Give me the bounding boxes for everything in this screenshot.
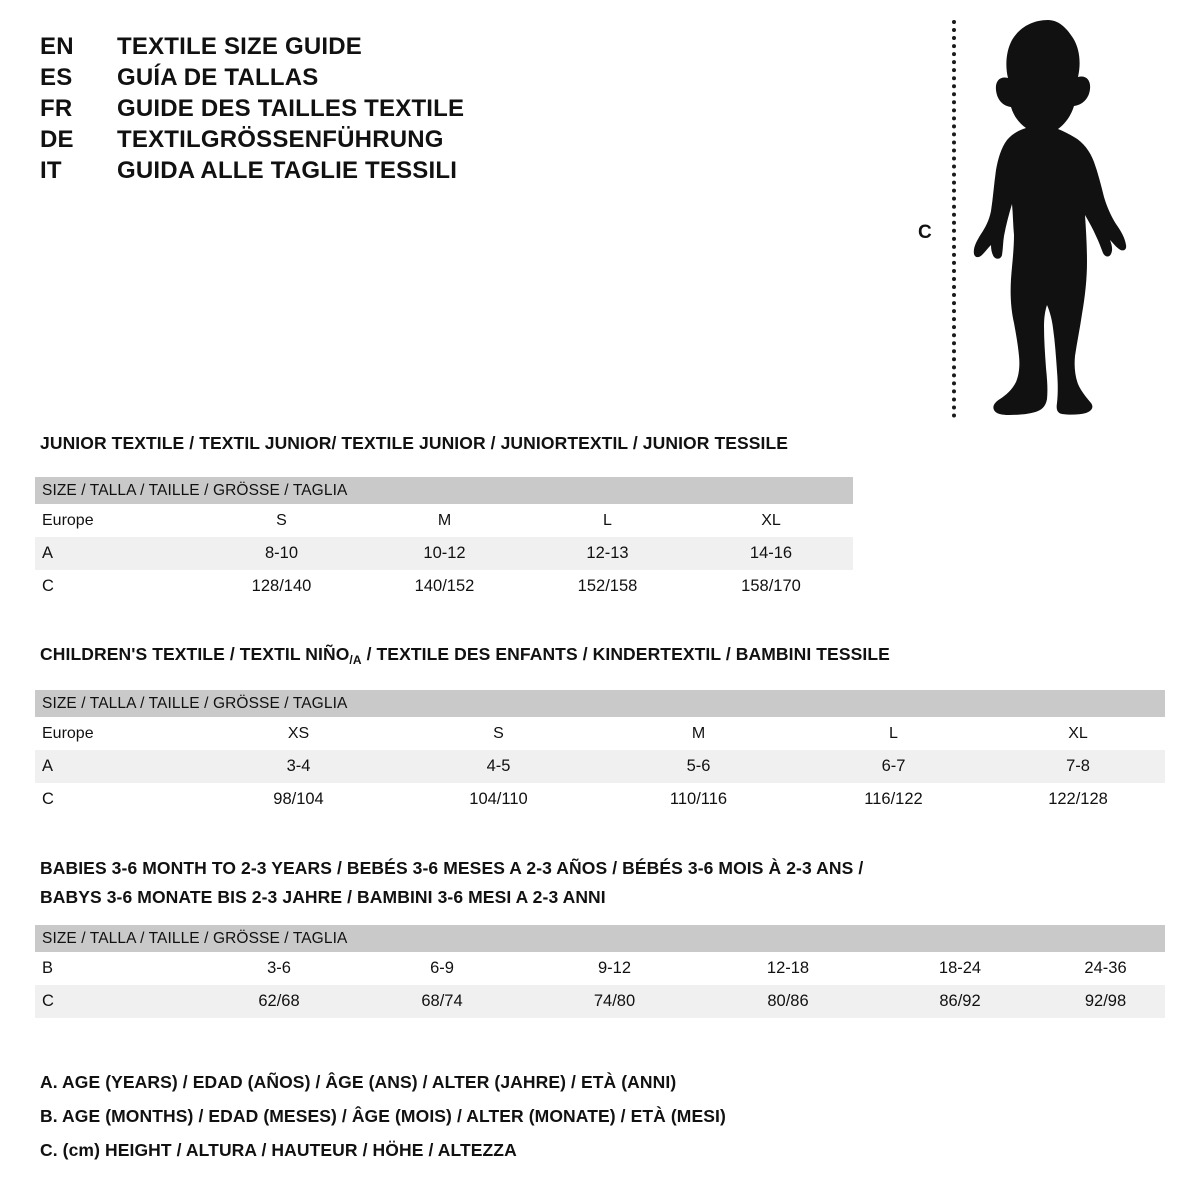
junior-row-c-value-m: 140/152 <box>363 570 526 603</box>
babies-row-c-value-6: 92/98 <box>1046 985 1166 1018</box>
table-row: A 3-4 4-5 5-6 6-7 7-8 <box>35 750 1166 783</box>
junior-table-band-row: SIZE / TALLA / TAILLE / GRÖSSE / TAGLIA <box>35 477 853 504</box>
language-label-es: GUÍA DE TALLAS <box>117 64 319 91</box>
children-row-c-value-xl: 122/128 <box>991 783 1166 816</box>
children-header-region-label: Europe <box>35 717 201 750</box>
children-size-m: M <box>601 717 796 750</box>
children-row-c-value-l: 116/122 <box>796 783 991 816</box>
babies-row-b-value-6: 24-36 <box>1046 952 1166 985</box>
junior-row-a-value-xl: 14-16 <box>689 537 853 570</box>
children-heading-subscript: /A <box>349 653 362 667</box>
table-row: A 8-10 10-12 12-13 14-16 <box>35 537 853 570</box>
children-row-a-value-xl: 7-8 <box>991 750 1166 783</box>
junior-size-m: M <box>363 504 526 537</box>
babies-row-c-value-2: 68/74 <box>357 985 527 1018</box>
children-row-a-value-s: 4-5 <box>396 750 601 783</box>
language-row-de: DE TEXTILGRÖSSENFÜHRUNG <box>40 124 560 155</box>
table-row: C 128/140 140/152 152/158 158/170 <box>35 570 853 603</box>
children-size-table: SIZE / TALLA / TAILLE / GRÖSSE / TAGLIA … <box>35 690 1166 816</box>
junior-row-a-value-l: 12-13 <box>526 537 689 570</box>
language-label-en: TEXTILE SIZE GUIDE <box>117 33 362 60</box>
toddler-silhouette-icon <box>973 20 1127 415</box>
language-code-it: IT <box>40 157 62 184</box>
junior-row-c-label: C <box>35 570 200 603</box>
junior-size-xl: XL <box>689 504 853 537</box>
children-table-band-row: SIZE / TALLA / TAILLE / GRÖSSE / TAGLIA <box>35 690 1166 717</box>
legend-line-c: C. (cm) HEIGHT / ALTURA / HAUTEUR / HÖHE… <box>40 1140 517 1160</box>
junior-row-a-label: A <box>35 537 200 570</box>
babies-row-c-label: C <box>35 985 201 1018</box>
language-code-de: DE <box>40 126 74 153</box>
height-measure-label: C <box>918 222 932 243</box>
table-row: B 3-6 6-9 9-12 12-18 18-24 24-36 <box>35 952 1166 985</box>
language-code-en: EN <box>40 33 74 60</box>
babies-row-c-value-3: 74/80 <box>527 985 702 1018</box>
language-code-fr: FR <box>40 95 73 122</box>
junior-size-l: L <box>526 504 689 537</box>
junior-header-region-label: Europe <box>35 504 200 537</box>
table-row: C 62/68 68/74 74/80 80/86 86/92 92/98 <box>35 985 1166 1018</box>
junior-size-s: S <box>200 504 363 537</box>
babies-row-c-value-1: 62/68 <box>201 985 357 1018</box>
children-table-band-label: SIZE / TALLA / TAILLE / GRÖSSE / TAGLIA <box>35 690 1166 717</box>
babies-row-b-value-4: 12-18 <box>702 952 874 985</box>
children-row-a-value-xs: 3-4 <box>201 750 396 783</box>
children-section-heading: CHILDREN'S TEXTILE / TEXTIL NIÑO/A / TEX… <box>40 643 890 671</box>
language-label-fr: GUIDE DES TAILLES TEXTILE <box>117 95 465 122</box>
babies-row-b-value-2: 6-9 <box>357 952 527 985</box>
children-row-a-label: A <box>35 750 201 783</box>
children-row-a-value-l: 6-7 <box>796 750 991 783</box>
junior-row-a-value-m: 10-12 <box>363 537 526 570</box>
height-figure: C <box>900 10 1180 425</box>
babies-row-b-value-1: 3-6 <box>201 952 357 985</box>
babies-row-b-value-3: 9-12 <box>527 952 702 985</box>
children-size-s: S <box>396 717 601 750</box>
babies-row-c-value-5: 86/92 <box>874 985 1046 1018</box>
children-table-header-row: Europe XS S M L XL <box>35 717 1166 750</box>
language-row-es: ES GUÍA DE TALLAS <box>40 62 560 93</box>
legend-line-b: B. AGE (MONTHS) / EDAD (MESES) / ÂGE (MO… <box>40 1106 726 1126</box>
babies-table-band-label: SIZE / TALLA / TAILLE / GRÖSSE / TAGLIA <box>35 925 1166 952</box>
children-heading-post: / TEXTILE DES ENFANTS / KINDERTEXTIL / B… <box>361 644 890 664</box>
junior-table-band-label: SIZE / TALLA / TAILLE / GRÖSSE / TAGLIA <box>35 477 853 504</box>
language-row-fr: FR GUIDE DES TAILLES TEXTILE <box>40 93 560 124</box>
children-row-a-value-m: 5-6 <box>601 750 796 783</box>
junior-row-c-value-l: 152/158 <box>526 570 689 603</box>
language-label-de: TEXTILGRÖSSENFÜHRUNG <box>117 126 444 153</box>
babies-row-b-value-5: 18-24 <box>874 952 1046 985</box>
children-size-xl: XL <box>991 717 1166 750</box>
babies-section-heading-line2: BABYS 3-6 MONATE BIS 2-3 JAHRE / BAMBINI… <box>40 887 606 907</box>
babies-size-table: SIZE / TALLA / TAILLE / GRÖSSE / TAGLIA … <box>35 925 1166 1018</box>
babies-table-band-row: SIZE / TALLA / TAILLE / GRÖSSE / TAGLIA <box>35 925 1166 952</box>
language-row-it: IT GUIDA ALLE TAGLIE TESSILI <box>40 155 560 186</box>
junior-size-table: SIZE / TALLA / TAILLE / GRÖSSE / TAGLIA … <box>35 477 853 603</box>
junior-row-c-value-s: 128/140 <box>200 570 363 603</box>
junior-row-a-value-s: 8-10 <box>200 537 363 570</box>
children-row-c-value-s: 104/110 <box>396 783 601 816</box>
junior-row-c-value-xl: 158/170 <box>689 570 853 603</box>
children-size-xs: XS <box>201 717 396 750</box>
babies-row-b-label: B <box>35 952 201 985</box>
language-row-en: EN TEXTILE SIZE GUIDE <box>40 31 560 62</box>
junior-table-header-row: Europe S M L XL <box>35 504 853 537</box>
legend-line-a: A. AGE (YEARS) / EDAD (AÑOS) / ÂGE (ANS)… <box>40 1072 677 1092</box>
babies-section-heading-line1: BABIES 3-6 MONTH TO 2-3 YEARS / BEBÉS 3-… <box>40 858 864 878</box>
children-row-c-label: C <box>35 783 201 816</box>
children-row-c-value-m: 110/116 <box>601 783 796 816</box>
height-dashed-line-icon <box>952 20 956 418</box>
language-title-list: EN TEXTILE SIZE GUIDE ES GUÍA DE TALLAS … <box>40 31 560 186</box>
children-size-l: L <box>796 717 991 750</box>
table-row: C 98/104 104/110 110/116 116/122 122/128 <box>35 783 1166 816</box>
children-heading-pre: CHILDREN'S TEXTILE / TEXTIL NIÑO <box>40 644 350 664</box>
babies-row-c-value-4: 80/86 <box>702 985 874 1018</box>
language-label-it: GUIDA ALLE TAGLIE TESSILI <box>117 157 458 184</box>
language-code-es: ES <box>40 64 73 91</box>
junior-section-heading: JUNIOR TEXTILE / TEXTIL JUNIOR/ TEXTILE … <box>40 433 789 453</box>
children-row-c-value-xs: 98/104 <box>201 783 396 816</box>
